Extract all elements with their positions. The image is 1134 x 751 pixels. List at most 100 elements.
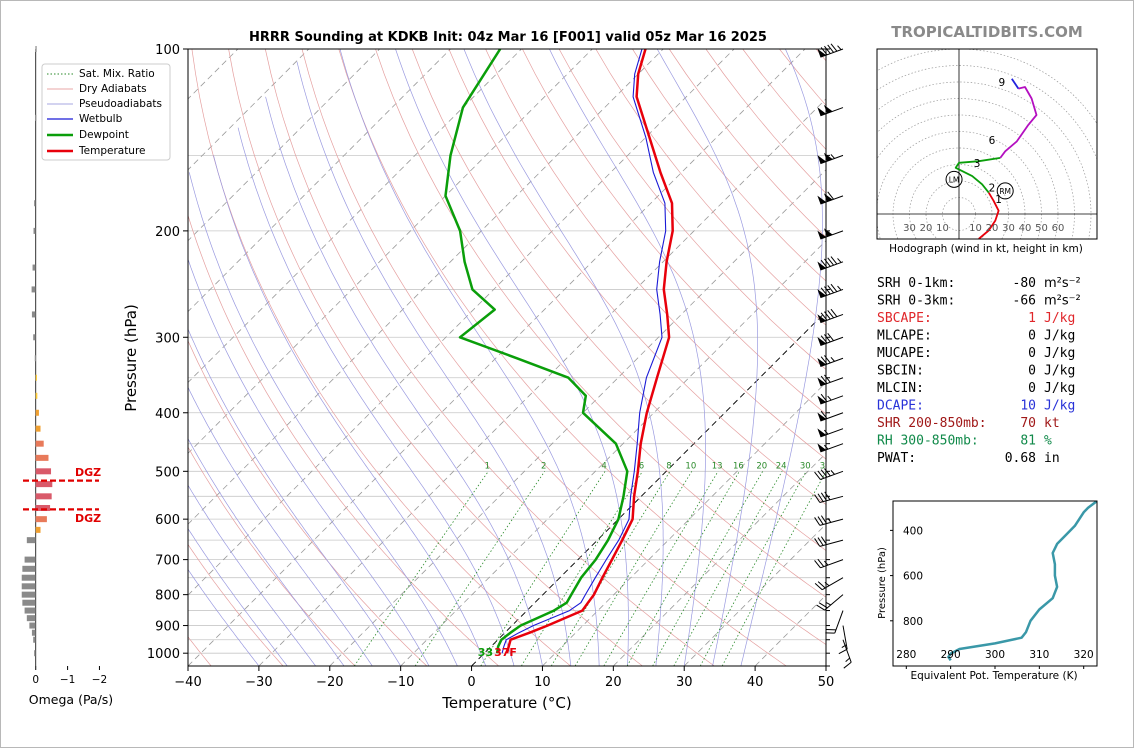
dry-adiabat (522, 49, 1133, 666)
moist-adiabat (549, 49, 705, 666)
parameter-value: 70 (1020, 416, 1036, 431)
barb-half (838, 286, 842, 290)
omega-bar (25, 608, 36, 614)
moist-adiabat (80, 284, 287, 666)
parameter-unit: m²s⁻² (1044, 294, 1081, 309)
wind-barb (817, 284, 843, 297)
parameter-value: 10 (1020, 399, 1036, 414)
mixing-ratio-line (551, 471, 670, 666)
theta-e-profile (948, 501, 1097, 660)
wetbulb-profile (502, 49, 666, 653)
theta-e-y-label: Pressure (hPa) (877, 547, 888, 619)
mixing-ratio-line (521, 471, 642, 666)
wind-barb (815, 578, 843, 590)
hodograph-title: Hodograph (wind in kt, height in km) (889, 243, 1083, 255)
omega-bar (36, 516, 47, 522)
barb-half (828, 396, 832, 400)
mixing-ratio-label: 10 (685, 461, 696, 471)
dgz-top-label: DGZ (75, 466, 101, 479)
parameter-label: MLCIN: (877, 381, 924, 396)
x-axis-label: Temperature (°C) (441, 694, 571, 712)
mixing-ratio-line (415, 471, 545, 666)
moist-adiabat (169, 196, 429, 666)
omega-bar (22, 566, 35, 572)
parameter-unit: % (1044, 434, 1052, 449)
x-tick-label: −40 (174, 675, 201, 690)
mixing-ratio-line (354, 471, 488, 666)
hodograph-height-label: 9 (999, 77, 1006, 89)
omega-tick-label: −2 (92, 674, 107, 686)
parameter-value: 0 (1028, 346, 1036, 361)
isotherm-line (826, 49, 1133, 666)
y-tick-label: 300 (155, 331, 180, 346)
parameter-unit: in (1044, 451, 1060, 466)
parameter-label: MUCAPE: (877, 346, 932, 361)
omega-bar (22, 583, 36, 589)
parameter-label: SBCAPE: (877, 311, 932, 326)
x-tick-label: 50 (818, 675, 835, 690)
omega-bar (33, 637, 36, 643)
omega-bar (36, 481, 53, 487)
hodograph-segment (1012, 79, 1019, 89)
wind-barb (817, 595, 843, 610)
moist-adiabat (340, 49, 599, 666)
mixing-ratio-line (627, 471, 739, 666)
omega-bar (34, 228, 36, 234)
omega-bar (34, 650, 36, 656)
y-tick-label: 900 (155, 620, 180, 635)
legend-temperature: Temperature (78, 145, 146, 157)
y-tick-label: 200 (155, 225, 180, 240)
barb-full (844, 662, 851, 668)
wind-barb (817, 375, 843, 386)
wind-barb (817, 443, 843, 451)
barb-half (838, 258, 842, 262)
temperature-profile (507, 49, 673, 653)
barb-half (846, 658, 850, 662)
surface-temperature-label: 37F (494, 646, 517, 659)
dgz-bottom-label: DGZ (75, 512, 101, 525)
parameter-value: 0 (1028, 364, 1036, 379)
mixing-ratio-label: 24 (776, 461, 787, 471)
x-tick-label: 0 (467, 675, 475, 690)
omega-bar (36, 426, 41, 432)
moist-adiabat (657, 49, 757, 666)
wind-barb (817, 105, 843, 116)
barb-half (831, 470, 835, 474)
dry-adiabat (155, 49, 499, 666)
barb-shaft (822, 578, 843, 590)
omega-bar (36, 468, 51, 474)
chart-title: HRRR Sounding at KDKB Init: 04z Mar 16 [… (249, 30, 767, 45)
x-tick-label: −30 (245, 675, 272, 690)
storm-motion-label: RM (999, 187, 1011, 196)
dry-adiabat (376, 49, 931, 666)
wind-barb (817, 355, 843, 366)
mixing-ratio-label: 8 (666, 461, 671, 471)
isotherm-line (330, 49, 947, 666)
parameter-label: SRH 0-1km: (877, 276, 955, 291)
hodograph-height-label: 6 (989, 135, 996, 147)
omega-bar (36, 375, 37, 381)
legend-dry-adiabats: Dry Adiabats (79, 83, 147, 95)
wind-barb (815, 492, 843, 503)
y-tick-label: 1000 (147, 647, 180, 662)
mixing-ratio-label: 13 (712, 461, 723, 471)
hodograph-height-label: 3 (974, 158, 981, 170)
wind-barb (817, 44, 843, 57)
mixing-ratio-label: 1 (485, 461, 490, 471)
mixing-ratio-line (481, 471, 605, 666)
y-tick-label: 800 (155, 589, 180, 604)
hodograph-ring-label: 40 (1019, 223, 1032, 234)
barb-shaft (820, 429, 843, 437)
y-tick-label: 700 (155, 554, 180, 569)
theta-e-y-tick-label: 600 (903, 571, 923, 583)
omega-bar (33, 265, 36, 271)
y-tick-label: 600 (155, 513, 180, 528)
x-tick-label: −10 (387, 675, 414, 690)
hodograph-height-label: 2 (989, 183, 996, 195)
parameter-unit: J/kg (1044, 381, 1075, 396)
